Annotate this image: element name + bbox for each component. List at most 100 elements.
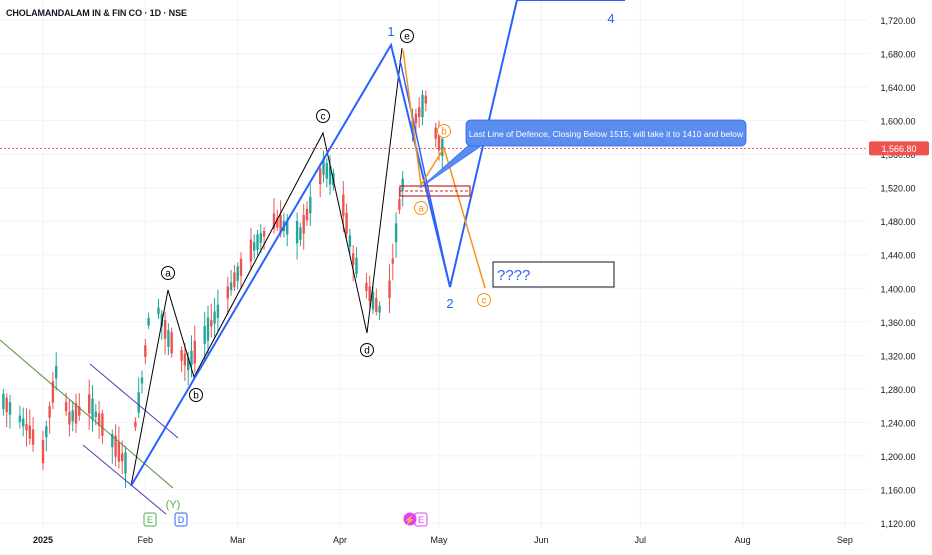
wave-label-circle xyxy=(316,109,330,123)
candle-body xyxy=(355,257,358,275)
candle-body xyxy=(365,282,368,291)
candle-body xyxy=(441,138,444,157)
candle-body xyxy=(41,440,45,464)
wave-label: 4 xyxy=(607,11,614,26)
event-marker-text: E xyxy=(418,515,424,525)
wave-label-text: c xyxy=(482,296,487,307)
candle-body xyxy=(398,199,401,210)
candle-body xyxy=(424,95,427,104)
lightning-icon: ⚡ xyxy=(404,514,415,526)
x-tick-label: Mar xyxy=(230,535,246,545)
candle-body xyxy=(249,239,253,262)
candle-body xyxy=(236,266,239,281)
candle-body xyxy=(157,307,160,315)
y-tick-label: 1,240.00 xyxy=(880,418,915,428)
wave-abcde-line xyxy=(130,47,403,487)
candle-body xyxy=(48,406,51,418)
y-tick-label: 1,720.00 xyxy=(880,16,915,26)
candle-body xyxy=(167,330,170,347)
y-tick-label: 1,480.00 xyxy=(880,217,915,227)
event-marker-text: E xyxy=(147,515,153,525)
candle-body xyxy=(401,178,404,191)
y-tick-label: 1,640.00 xyxy=(880,83,915,93)
wave-label-text: d xyxy=(364,346,370,357)
candle-body xyxy=(88,394,91,414)
candle-body xyxy=(391,258,394,264)
candle-body xyxy=(328,165,332,185)
candle-body xyxy=(210,320,213,327)
y-tick-label: 1,120.00 xyxy=(880,519,915,529)
x-tick-label: 2025 xyxy=(33,535,53,545)
candle-body xyxy=(8,402,12,415)
wave-projection-line xyxy=(399,59,451,288)
lightning-marker xyxy=(403,512,417,526)
candle-body xyxy=(262,231,266,237)
candle-body xyxy=(348,235,352,247)
candle-body xyxy=(28,425,31,439)
y-tick-label: 1,160.00 xyxy=(880,485,915,495)
candle-body xyxy=(137,392,140,413)
candle-body xyxy=(45,426,48,438)
candle-body xyxy=(183,353,187,366)
question-box-text: ???? xyxy=(497,267,530,284)
candle-body xyxy=(226,286,229,299)
bottom-wave-label: (Y) xyxy=(166,499,181,511)
candle-body xyxy=(229,282,233,291)
last-price-label: 1,566.80 xyxy=(881,144,916,154)
candle-body xyxy=(18,415,22,423)
candle-body xyxy=(286,220,289,235)
candle-body xyxy=(352,253,355,265)
candle-body xyxy=(78,406,81,416)
y-tick-label: 1,680.00 xyxy=(880,50,915,60)
candle-body xyxy=(134,421,137,428)
candle-body xyxy=(91,398,94,420)
candle-body xyxy=(388,280,391,299)
candle-body xyxy=(421,94,424,118)
candle-body xyxy=(302,215,305,234)
candle-body xyxy=(68,411,71,425)
candle-body xyxy=(71,410,74,422)
candle-body xyxy=(213,311,216,324)
candle-body xyxy=(121,453,124,462)
candle-body xyxy=(25,424,28,431)
candle-body xyxy=(437,130,441,151)
candle-body xyxy=(187,357,190,371)
candle-body xyxy=(170,332,173,354)
candle-body xyxy=(259,233,262,243)
y-tick-label: 1,400.00 xyxy=(880,284,915,294)
question-box xyxy=(492,261,615,288)
candle-body xyxy=(140,377,144,384)
candle-body xyxy=(434,127,437,139)
candle-body xyxy=(279,215,282,234)
candle-body xyxy=(414,113,418,124)
wave-label: 1 xyxy=(387,24,394,39)
candle-body xyxy=(31,429,35,445)
wave-label-text: a xyxy=(418,204,424,215)
candle-body xyxy=(117,441,121,462)
candle-body xyxy=(193,340,196,364)
candle-body xyxy=(114,435,117,457)
candle-body xyxy=(190,350,193,366)
candle-body xyxy=(203,325,206,344)
x-tick-label: Apr xyxy=(333,535,347,545)
wave-label: 2 xyxy=(446,296,453,311)
candle-body xyxy=(94,411,97,418)
candle-body xyxy=(74,403,78,424)
candle-body xyxy=(394,223,398,243)
candle-body xyxy=(322,158,325,175)
candle-body xyxy=(295,220,299,244)
candle-body xyxy=(371,292,375,310)
wave-label-circle xyxy=(477,293,491,307)
annotation-text: Last Line of Defence, Closing Below 1515… xyxy=(469,129,744,139)
event-marker-text: D xyxy=(178,515,185,525)
candle-body xyxy=(111,433,114,448)
wave-label-circle xyxy=(400,29,414,43)
wave-label-circle xyxy=(414,201,428,215)
candle-body xyxy=(319,168,322,185)
wave-label-circle xyxy=(437,124,451,138)
candle-body xyxy=(124,452,127,474)
y-tick-label: 1,360.00 xyxy=(880,318,915,328)
channel-line-lower xyxy=(82,444,167,515)
